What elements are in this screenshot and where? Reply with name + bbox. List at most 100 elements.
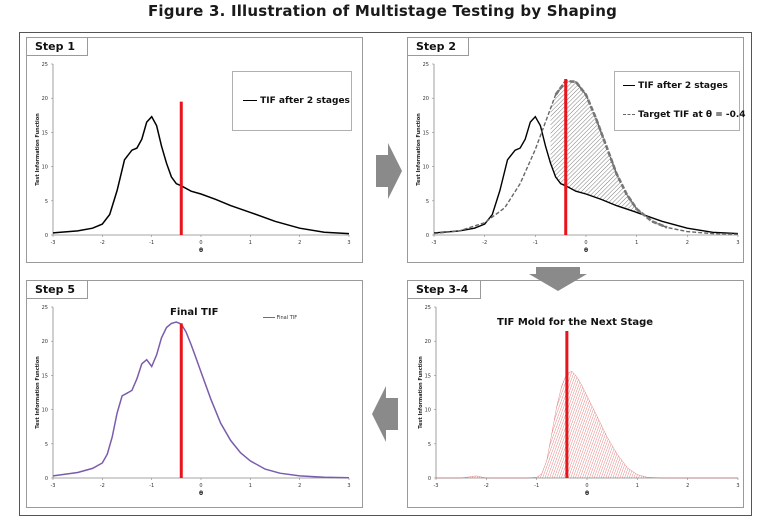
y-axis-label: Test Information Function [35, 113, 41, 186]
panel-step2: Step 2 0 5 10 15 20 25 -3 -2 -1 0 1 2 3 θ Test Informa… [407, 37, 746, 263]
y-tick-label: 5 [428, 442, 431, 448]
chart-step2: 0 5 10 15 20 25 -3 -2 -1 0 1 2 3 θ Test Information Fu… [416, 62, 740, 254]
arrow-right-icon [376, 143, 402, 199]
x-tick-label: -2 [100, 483, 105, 489]
figure-frame [19, 32, 752, 516]
x-tick-label: -3 [434, 483, 439, 489]
chart-step1: 0 5 10 15 20 25 -3 -2 -1 0 1 2 3 θ Test Information Fu… [35, 62, 351, 254]
step5-label: Step 5 [26, 280, 88, 299]
figure-title: Figure 3. Illustration of Multistage Tes… [147, 2, 618, 20]
legend-item-final: Final TIF [263, 315, 297, 321]
x-tick-label: -3 [51, 483, 56, 489]
x-tick-label: 2 [298, 483, 301, 489]
y-tick-label: 10 [42, 165, 48, 171]
step34-label: Step 3-4 [407, 280, 482, 299]
y-tick-label: 15 [423, 130, 429, 136]
step1-label: Step 1 [26, 37, 88, 56]
series-line-mold [436, 371, 738, 479]
series-line-tif [433, 115, 739, 235]
arrow-down-icon [529, 267, 587, 291]
y-tick-label: 5 [45, 199, 48, 205]
y-tick-label: 15 [42, 373, 48, 379]
x-tick-label: -3 [51, 240, 56, 246]
y-axis-label: Test Information Function [416, 113, 422, 186]
mold-title: TIF Mold for the Next Stage [497, 317, 654, 328]
legend-line-icon [243, 100, 257, 101]
x-tick-label: 2 [686, 483, 689, 489]
x-tick-label: 2 [298, 240, 301, 246]
x-tick-label: -3 [432, 240, 437, 246]
x-tick-label: -1 [149, 240, 154, 246]
legend-dash-icon [623, 114, 635, 115]
x-tick-label: -1 [534, 483, 539, 489]
x-tick-label: -1 [533, 240, 538, 246]
x-tick-label: 3 [736, 483, 739, 489]
x-tick-label: 1 [249, 483, 252, 489]
x-axis-label: θ [199, 247, 203, 254]
y-axis-label: Test Information Function [418, 356, 424, 429]
x-axis-label: θ [199, 490, 203, 497]
x-tick-label: 3 [347, 240, 350, 246]
x-tick-label: 3 [347, 483, 350, 489]
series-line-target-bold [554, 79, 668, 229]
arrow-left-icon [372, 386, 398, 442]
y-tick-label: 25 [42, 62, 48, 68]
y-tick-label: 20 [42, 96, 48, 102]
series-line-tif [52, 115, 350, 235]
y-tick-label: 10 [425, 408, 431, 414]
y-tick-label: 10 [423, 165, 429, 171]
panel-step1: Step 1 0 5 10 15 20 25 -3 -2 -1 0 1 2 3 θ Test Informa… [26, 37, 363, 263]
series-line-target [433, 80, 739, 235]
chart-step5: 0 5 10 15 20 25 -3 -2 -1 0 1 2 3 θ Test Information Fu… [35, 305, 351, 497]
final-tif-title: Final TIF [170, 307, 219, 318]
y-tick-label: 25 [42, 305, 48, 311]
x-tick-label: 0 [199, 483, 202, 489]
hatch-region [550, 81, 695, 230]
x-tick-label: -2 [482, 240, 487, 246]
y-tick-label: 0 [428, 476, 431, 482]
series-line-final [52, 321, 350, 479]
y-tick-label: 0 [426, 233, 429, 239]
x-tick-label: -2 [484, 483, 489, 489]
y-tick-label: 15 [42, 130, 48, 136]
x-tick-label: 3 [736, 240, 739, 246]
x-tick-label: 2 [686, 240, 689, 246]
legend-item-target: Target TIF at θ = -0.4 [623, 110, 746, 120]
x-tick-label: 1 [636, 483, 639, 489]
y-tick-label: 5 [426, 199, 429, 205]
legend-step1: TIF after 2 stages [232, 71, 352, 131]
x-tick-label: 0 [584, 240, 587, 246]
y-tick-label: 10 [42, 408, 48, 414]
legend-item-tif: TIF after 2 stages [243, 96, 350, 106]
legend-line-icon [623, 85, 635, 86]
x-tick-label: 1 [635, 240, 638, 246]
legend-label: Final TIF [276, 315, 298, 321]
x-tick-label: -2 [100, 240, 105, 246]
step2-label: Step 2 [407, 37, 469, 56]
y-tick-label: 25 [423, 62, 429, 68]
y-tick-label: 15 [425, 373, 431, 379]
x-tick-label: 1 [249, 240, 252, 246]
y-tick-label: 5 [45, 442, 48, 448]
legend-label: TIF after 2 stages [638, 81, 728, 91]
y-tick-label: 0 [45, 233, 48, 239]
mold-area [436, 371, 738, 478]
x-tick-label: -1 [149, 483, 154, 489]
legend-label: TIF after 2 stages [260, 96, 350, 106]
y-tick-label: 20 [423, 96, 429, 102]
legend-line-icon [263, 317, 275, 318]
x-tick-label: 0 [585, 483, 588, 489]
panel-step34: Step 3-4 0 5 10 15 20 25 -3 -2 -1 0 1 2 3 θ Test Infor… [407, 280, 744, 508]
y-tick-label: 20 [425, 339, 431, 345]
x-tick-label: 0 [199, 240, 202, 246]
y-tick-label: 0 [45, 476, 48, 482]
legend-item-tif: TIF after 2 stages [623, 81, 728, 91]
x-axis-label: θ [585, 490, 589, 497]
legend-label: Target TIF at θ = -0.4 [638, 110, 746, 120]
y-tick-label: 25 [425, 305, 431, 311]
panel-step5: Step 5 0 5 10 15 20 25 -3 -2 -1 0 1 2 3 θ Test Informa… [26, 280, 363, 508]
y-tick-label: 20 [42, 339, 48, 345]
x-axis-label: θ [584, 247, 588, 254]
legend-step2: TIF after 2 stages Target TIF at θ = -0.… [614, 71, 746, 131]
chart-step34: 0 5 10 15 20 25 -3 -2 -1 0 1 2 3 θ Test Information Fu… [418, 305, 740, 497]
